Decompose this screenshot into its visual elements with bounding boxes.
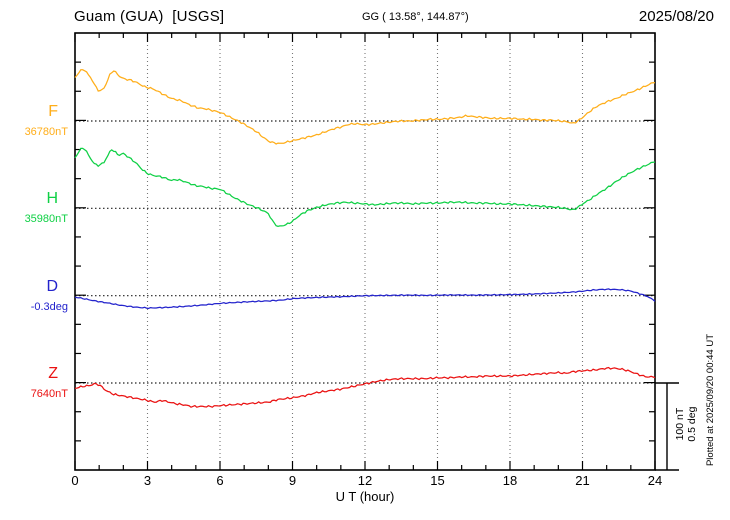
x-tick-label-9: 9 xyxy=(288,473,297,488)
trace-label-H: H xyxy=(46,190,58,207)
x-tick-label-6: 6 xyxy=(216,473,224,488)
x-tick-label-18: 18 xyxy=(502,473,518,488)
scalebar-label: 100 nT 0.5 deg xyxy=(674,384,698,464)
trace-Z xyxy=(74,366,656,408)
trace-label-D: D xyxy=(46,278,58,295)
plotted-at-timestamp: Plotted at 2025/09/20 00:44 UT xyxy=(705,333,716,467)
trace-baseline-value-F: 36780nT xyxy=(24,126,68,138)
trace-F xyxy=(74,69,656,145)
plot-date: 2025/08/20 xyxy=(638,8,714,25)
x-tick-label-24: 24 xyxy=(647,473,663,488)
trace-H xyxy=(74,147,656,227)
scalebar-line2: 0.5 deg xyxy=(686,406,698,442)
trace-label-F: F xyxy=(48,103,58,120)
plot-frame xyxy=(74,32,656,471)
x-tick-label-21: 21 xyxy=(575,473,590,488)
x-tick-label-15: 15 xyxy=(430,473,445,488)
page-title: Guam (GUA) [USGS] xyxy=(74,8,225,25)
trace-baseline-value-D: -0.3deg xyxy=(30,301,68,313)
trace-baseline-value-H: 35980nT xyxy=(24,213,68,225)
x-axis-label: U T (hour) xyxy=(335,489,395,504)
x-tick-label-12: 12 xyxy=(357,473,373,488)
station-coordinates: GG ( 13.58°, 144.87°) xyxy=(362,11,469,23)
x-tick-label-0: 0 xyxy=(71,473,79,488)
scalebar-line1: 100 nT xyxy=(673,407,686,441)
trace-label-Z: Z xyxy=(48,365,58,382)
trace-baseline-value-Z: 7640nT xyxy=(30,388,68,400)
x-tick-label-3: 3 xyxy=(143,473,152,488)
trace-D xyxy=(74,288,656,310)
